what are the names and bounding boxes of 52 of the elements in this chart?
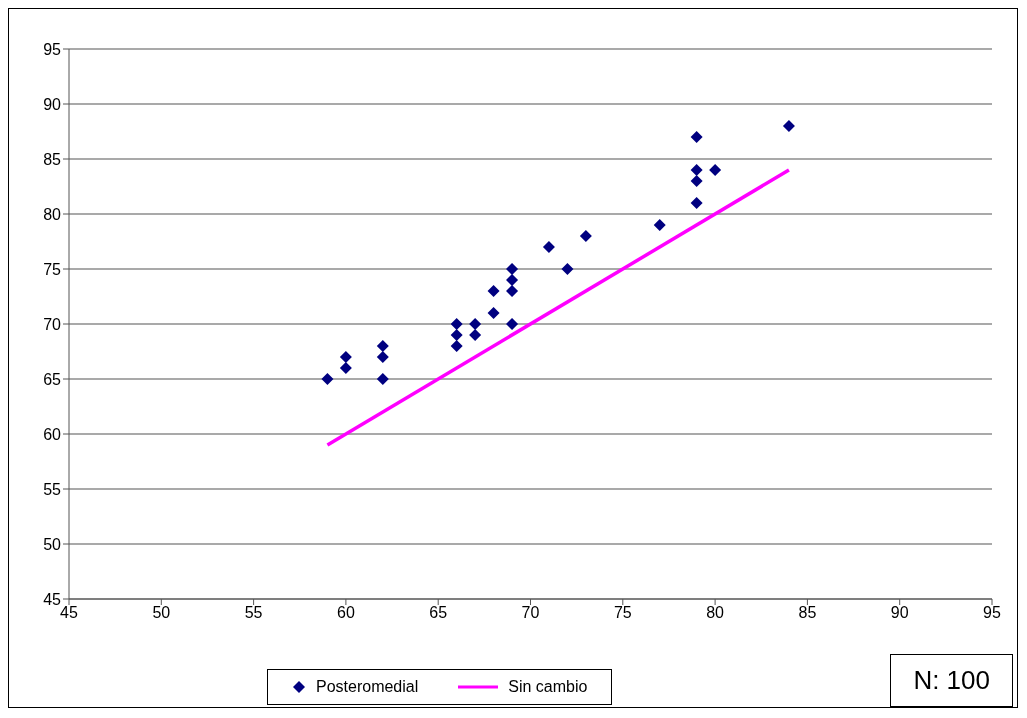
point bbox=[376, 373, 389, 385]
point bbox=[506, 263, 519, 275]
y-tick-label: 70 bbox=[43, 315, 62, 333]
x-tick-label: 55 bbox=[244, 604, 263, 622]
y-tick-label: 50 bbox=[43, 535, 62, 553]
text: N: 100 bbox=[890, 654, 1013, 707]
point bbox=[469, 318, 482, 330]
x-tick-label: 70 bbox=[521, 604, 540, 622]
x-tick-label: 50 bbox=[152, 604, 171, 622]
point bbox=[321, 373, 334, 385]
legend-label: Posteromedial bbox=[316, 678, 419, 696]
y-tick-label: 95 bbox=[43, 40, 62, 58]
y-tick-label: 45 bbox=[43, 590, 62, 608]
y-tick-label: 65 bbox=[43, 370, 62, 388]
y-tick-label: 80 bbox=[43, 205, 62, 223]
point bbox=[339, 351, 352, 363]
point bbox=[506, 318, 519, 330]
point bbox=[561, 263, 574, 275]
point bbox=[690, 131, 703, 143]
point bbox=[542, 241, 555, 253]
legend-label: Sin cambio bbox=[508, 678, 588, 696]
point bbox=[690, 175, 703, 187]
point bbox=[690, 197, 703, 209]
point bbox=[487, 285, 500, 297]
point bbox=[506, 274, 519, 286]
point bbox=[376, 340, 389, 352]
point bbox=[506, 285, 519, 297]
x-tick-label: 75 bbox=[613, 604, 632, 622]
y-tick-label: 60 bbox=[43, 425, 62, 443]
x-tick-label: 85 bbox=[798, 604, 817, 622]
y-tick-label: 75 bbox=[43, 260, 62, 278]
point bbox=[782, 120, 795, 132]
point bbox=[450, 318, 463, 330]
point bbox=[709, 164, 722, 176]
point bbox=[469, 329, 482, 341]
x-tick-label: 95 bbox=[983, 604, 1001, 622]
point bbox=[450, 340, 463, 352]
point bbox=[579, 230, 592, 242]
x-tick-label: 65 bbox=[429, 604, 448, 622]
point bbox=[450, 329, 463, 341]
point bbox=[376, 351, 389, 363]
x-tick-label: 90 bbox=[890, 604, 909, 622]
point bbox=[339, 362, 352, 374]
point bbox=[653, 219, 666, 231]
point bbox=[690, 164, 703, 176]
point bbox=[487, 307, 500, 319]
x-tick-label: 80 bbox=[706, 604, 725, 622]
y-tick-label: 85 bbox=[43, 150, 62, 168]
y-tick-label: 90 bbox=[43, 95, 62, 113]
y-tick-label: 55 bbox=[43, 480, 62, 498]
x-tick-label: 60 bbox=[337, 604, 355, 622]
x-tick-label: 45 bbox=[60, 604, 78, 622]
